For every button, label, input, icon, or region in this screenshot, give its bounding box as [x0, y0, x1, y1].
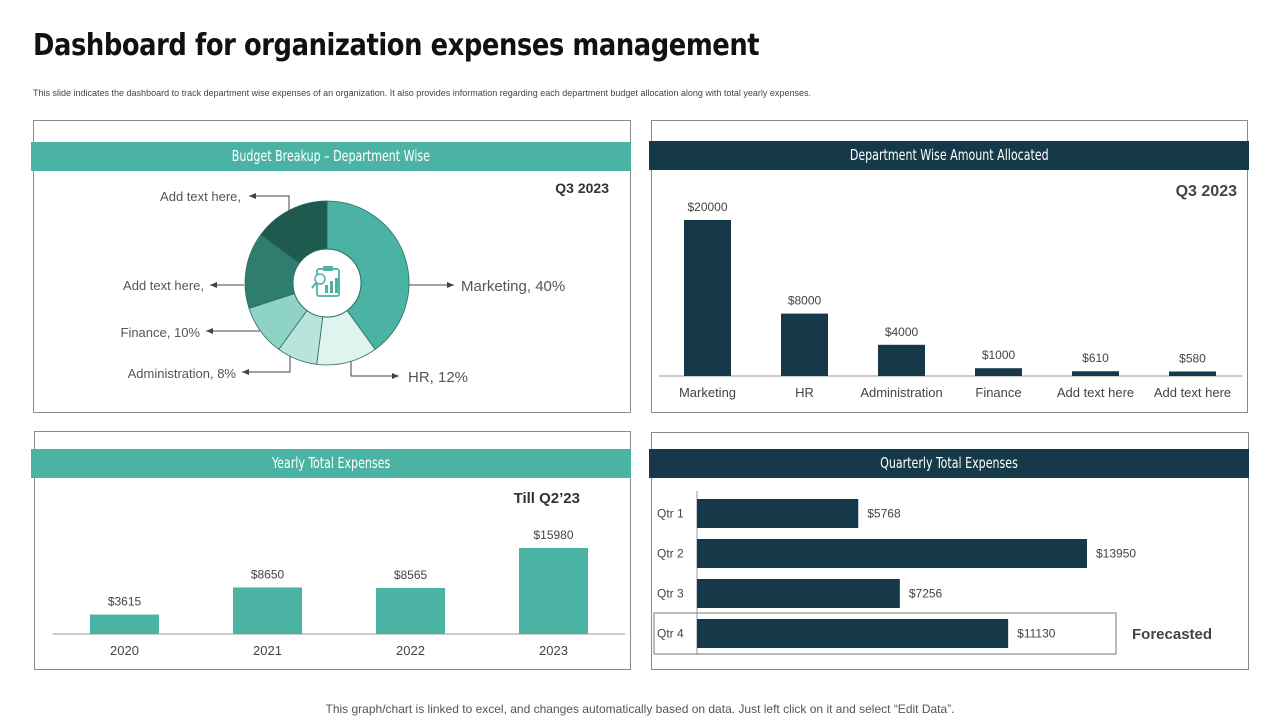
y-tick-label: Qtr 2	[657, 547, 684, 561]
bar-value-label: $7256	[909, 587, 943, 601]
budget-breakup-chart[interactable]: Q3 2023 Marketing, 40% HR, 12% Administrat…	[34, 121, 630, 412]
bar-value-label: $5768	[867, 507, 901, 521]
bar-value-label: $13950	[1096, 547, 1136, 561]
quarterly-expenses-header: Quarterly Total Expenses	[649, 449, 1249, 478]
x-tick-label: 2023	[539, 643, 568, 658]
department-allocated-header: Department Wise Amount Allocated	[649, 141, 1249, 170]
yearly-period-label: Till Q2’23	[514, 490, 580, 507]
clipboard-chart-icon	[311, 266, 340, 297]
x-tick-label: 2021	[253, 643, 282, 658]
bar[interactable]	[697, 579, 900, 608]
yearly-expenses-header: Yearly Total Expenses	[31, 449, 631, 478]
pie-slice-label: Marketing, 40%	[461, 278, 565, 295]
pie-leader-line	[242, 356, 291, 375]
footer-note: This graph/chart is linked to excel, and…	[325, 702, 955, 716]
forecast-highlight-box	[653, 612, 1117, 655]
x-tick-label: 2022	[396, 643, 425, 658]
pie-slice-label: Finance, 10%	[121, 325, 201, 340]
bar-value-label: $4000	[885, 325, 919, 339]
pie-leader-line	[350, 361, 399, 379]
budget-breakup-header: Budget Breakup – Department Wise	[31, 142, 631, 171]
y-tick-label: Qtr 4	[657, 627, 684, 641]
x-tick-label: Finance	[975, 385, 1021, 400]
bar[interactable]	[684, 220, 731, 376]
x-tick-label: Administration	[860, 385, 942, 400]
x-tick-label: Marketing	[679, 385, 736, 400]
bar[interactable]	[697, 619, 1009, 648]
budget-period-label: Q3 2023	[555, 180, 609, 196]
bar[interactable]	[90, 614, 159, 634]
forecasted-label: Forecasted	[1132, 626, 1212, 643]
bar[interactable]	[519, 548, 588, 634]
pie-slice-label: Add text here,	[160, 189, 241, 204]
bar-value-label: $580	[1179, 351, 1206, 365]
bar[interactable]	[1169, 371, 1216, 376]
bar-value-label: $610	[1082, 351, 1109, 365]
page-title: Dashboard for organization expenses mana…	[33, 28, 760, 63]
page-subtitle: This slide indicates the dashboard to tr…	[33, 88, 811, 98]
bar[interactable]	[781, 313, 828, 376]
y-tick-label: Qtr 3	[657, 587, 684, 601]
bar[interactable]	[878, 344, 925, 376]
pie-leader-line	[249, 193, 290, 216]
bar[interactable]	[697, 499, 859, 528]
pie-slice-label: Administration, 8%	[128, 366, 237, 381]
x-tick-label: 2020	[110, 643, 139, 658]
yearly-expenses-chart[interactable]: Till Q2’23 $3615 2020 $8650 2021 $8565 2022 $1…	[35, 432, 630, 669]
bar-value-label: $8650	[251, 567, 285, 581]
allocated-period-label: Q3 2023	[1176, 183, 1237, 200]
bar[interactable]	[233, 587, 302, 634]
x-tick-label: Add text here	[1057, 385, 1134, 400]
bar-value-label: $20000	[687, 200, 727, 214]
pie-slice-label: HR, 12%	[408, 369, 468, 386]
x-tick-label: Add text here	[1154, 385, 1231, 400]
bar[interactable]	[376, 587, 445, 634]
bar-value-label: $8565	[394, 568, 428, 582]
bar-value-label: $11130	[1017, 627, 1056, 641]
bar[interactable]	[1072, 371, 1119, 376]
pie-slice-label: Add text here,	[123, 278, 204, 293]
x-tick-label: HR	[795, 385, 814, 400]
pie-center	[292, 248, 362, 318]
quarterly-expenses-chart[interactable]: Forecasted $5768 Qtr 1 $13950 Qtr 2 $7256 Qtr…	[652, 433, 1248, 669]
bar-value-label: $3615	[108, 595, 142, 609]
bar-value-label: $15980	[533, 528, 573, 542]
bar[interactable]	[697, 539, 1087, 568]
bar[interactable]	[975, 368, 1022, 376]
department-allocated-chart[interactable]: Q3 2023 $20000 Marketing $8000 HR $4000 Admin…	[652, 121, 1247, 412]
bar-value-label: $8000	[788, 294, 822, 308]
y-tick-label: Qtr 1	[657, 507, 684, 521]
bar-value-label: $1000	[982, 348, 1016, 362]
